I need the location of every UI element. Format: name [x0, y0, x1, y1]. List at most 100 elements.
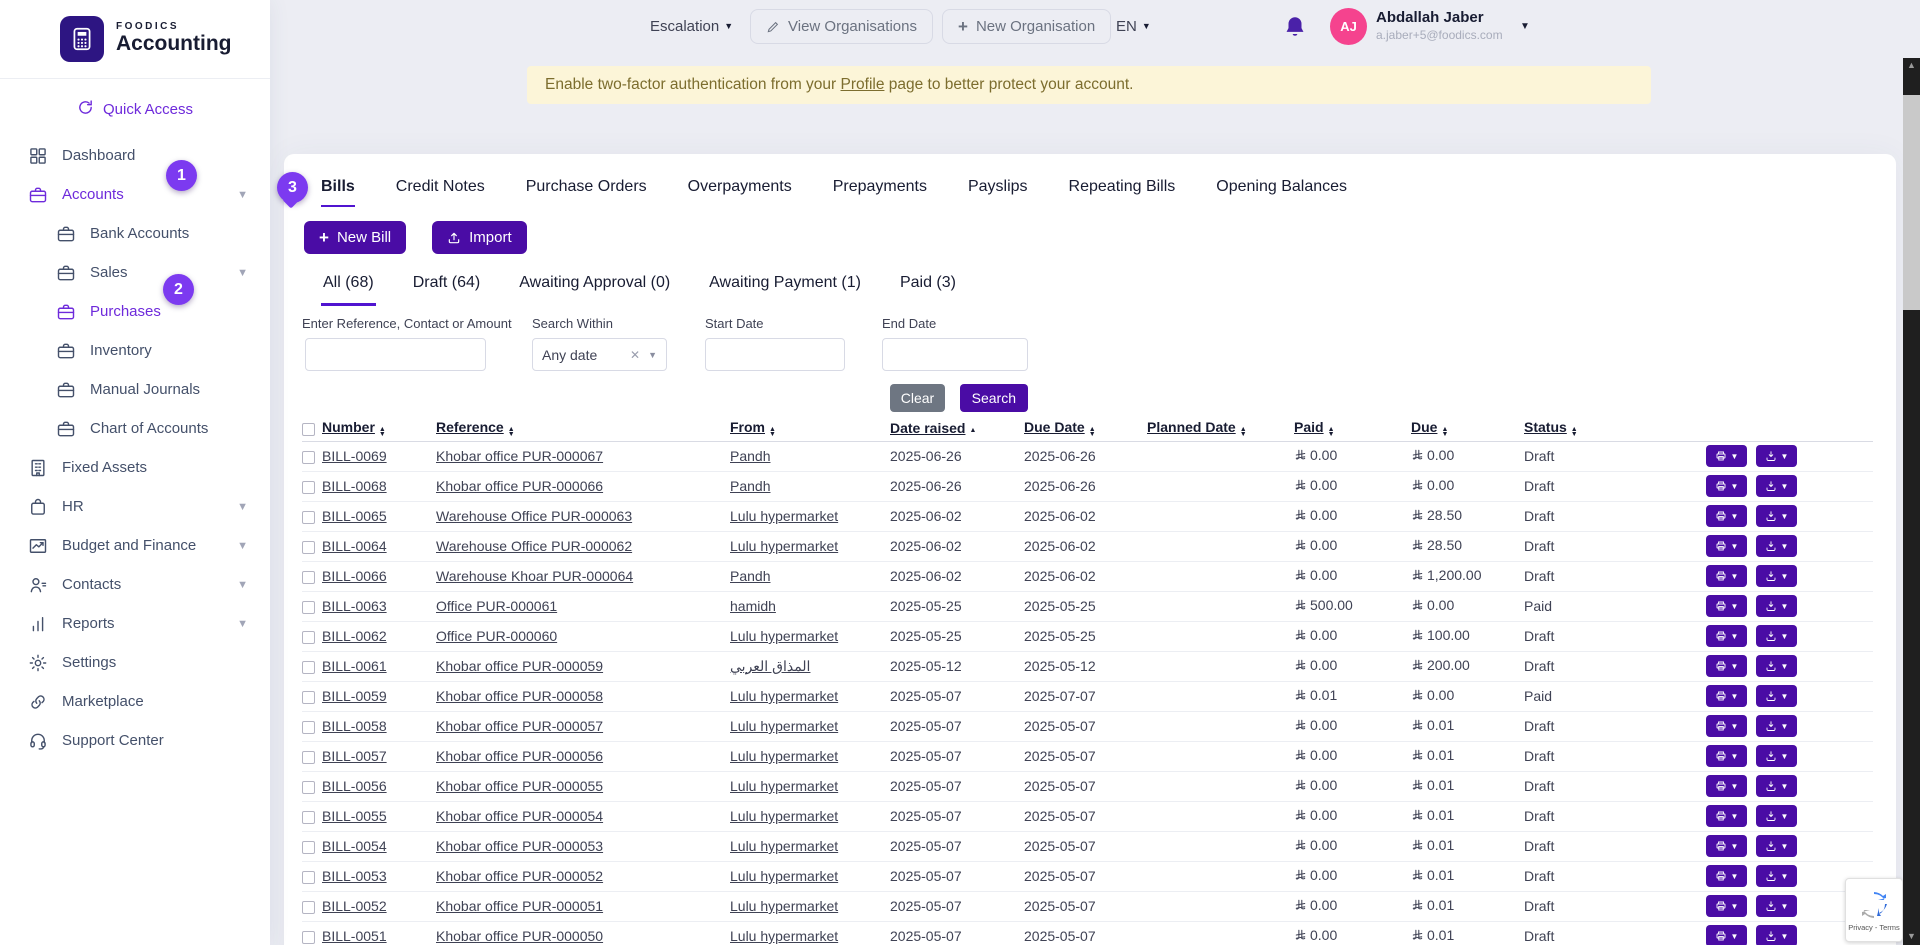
tab-prepayments[interactable]: Prepayments — [832, 178, 927, 195]
row-checkbox[interactable] — [302, 780, 315, 794]
row-checkbox[interactable] — [302, 900, 315, 914]
download-button[interactable]: ▼ — [1756, 565, 1797, 587]
sidebar-item-chart-of-accounts[interactable]: Chart of Accounts — [0, 409, 270, 448]
bill-number-link[interactable]: BILL-0068 — [322, 478, 387, 494]
sidebar-item-contacts[interactable]: Contacts ▼ — [0, 565, 270, 604]
from-contact-link[interactable]: Lulu hypermarket — [730, 688, 839, 704]
reference-link[interactable]: Khobar office PUR-000056 — [436, 748, 604, 764]
from-contact-link[interactable]: Lulu hypermarket — [730, 748, 839, 764]
reference-link[interactable]: Khobar office PUR-000057 — [436, 718, 604, 734]
subtab-awaiting-approval-0[interactable]: Awaiting Approval (0) — [519, 274, 671, 291]
print-button[interactable]: ▼ — [1706, 595, 1747, 617]
print-button[interactable]: ▼ — [1706, 745, 1747, 767]
row-checkbox[interactable] — [302, 450, 315, 464]
bill-number-link[interactable]: BILL-0052 — [322, 898, 387, 914]
row-checkbox[interactable] — [302, 510, 315, 524]
print-button[interactable]: ▼ — [1706, 445, 1747, 467]
print-button[interactable]: ▼ — [1706, 535, 1747, 557]
from-contact-link[interactable]: Pandh — [730, 478, 771, 494]
bill-number-link[interactable]: BILL-0055 — [322, 808, 387, 824]
sidebar-item-fixed-assets[interactable]: Fixed Assets — [0, 448, 270, 487]
subtab-paid-3[interactable]: Paid (3) — [899, 274, 956, 291]
tab-payslips[interactable]: Payslips — [967, 178, 1028, 195]
print-button[interactable]: ▼ — [1706, 835, 1747, 857]
quick-access-button[interactable]: Quick Access — [0, 79, 270, 132]
bill-number-link[interactable]: BILL-0057 — [322, 748, 387, 764]
reference-link[interactable]: Office PUR-000060 — [436, 628, 558, 644]
bill-number-link[interactable]: BILL-0056 — [322, 778, 387, 794]
escalation-dropdown[interactable]: Escalation ▼ — [650, 18, 734, 35]
download-button[interactable]: ▼ — [1756, 745, 1797, 767]
from-contact-link[interactable]: Lulu hypermarket — [730, 538, 839, 554]
page-scrollbar[interactable]: ▲ ▼ — [1903, 58, 1920, 945]
reference-link[interactable]: Office PUR-000061 — [436, 598, 558, 614]
reference-link[interactable]: Khobar office PUR-000050 — [436, 928, 604, 944]
row-checkbox[interactable] — [302, 690, 315, 704]
sidebar-item-purchases[interactable]: Purchases — [0, 292, 270, 331]
import-button[interactable]: Import — [432, 221, 527, 254]
row-checkbox[interactable] — [302, 480, 315, 494]
new-bill-button[interactable]: + New Bill — [304, 221, 407, 254]
tab-overpayments[interactable]: Overpayments — [687, 178, 792, 195]
bill-number-link[interactable]: BILL-0061 — [322, 658, 387, 674]
reference-link[interactable]: Khobar office PUR-000058 — [436, 688, 604, 704]
download-button[interactable]: ▼ — [1756, 625, 1797, 647]
notifications-bell-icon[interactable] — [1282, 14, 1308, 40]
download-button[interactable]: ▼ — [1756, 595, 1797, 617]
bill-number-link[interactable]: BILL-0066 — [322, 568, 387, 584]
print-button[interactable]: ▼ — [1706, 775, 1747, 797]
row-checkbox[interactable] — [302, 600, 315, 614]
recaptcha-badge[interactable]: Privacy - Terms — [1845, 878, 1903, 942]
from-contact-link[interactable]: hamidh — [730, 598, 776, 614]
from-contact-link[interactable]: Lulu hypermarket — [730, 868, 839, 884]
bill-number-link[interactable]: BILL-0069 — [322, 448, 387, 464]
reference-link[interactable]: Khobar office PUR-000055 — [436, 778, 604, 794]
bill-number-link[interactable]: BILL-0064 — [322, 538, 387, 554]
sidebar-item-support-center[interactable]: Support Center — [0, 721, 270, 760]
column-header-number[interactable]: Number ▲ ▼ — [322, 416, 436, 442]
reference-link[interactable]: Khobar office PUR-000054 — [436, 808, 604, 824]
sidebar-item-bank-accounts[interactable]: Bank Accounts — [0, 214, 270, 253]
clear-button[interactable]: Clear — [889, 384, 946, 412]
column-header-planned-date[interactable]: Planned Date ▲ ▼ — [1147, 416, 1294, 442]
subtab-awaiting-payment-1[interactable]: Awaiting Payment (1) — [709, 274, 861, 291]
download-button[interactable]: ▼ — [1756, 505, 1797, 527]
from-contact-link[interactable]: Lulu hypermarket — [730, 718, 839, 734]
reference-link[interactable]: Khobar office PUR-000053 — [436, 838, 604, 854]
download-button[interactable]: ▼ — [1756, 685, 1797, 707]
clear-selection-icon[interactable]: ✕ — [630, 347, 641, 362]
row-checkbox[interactable] — [302, 840, 315, 854]
row-checkbox[interactable] — [302, 570, 315, 584]
view-organisations-button[interactable]: View Organisations — [750, 9, 933, 44]
user-menu-caret-icon[interactable]: ▼ — [1520, 21, 1530, 32]
from-contact-link[interactable]: Lulu hypermarket — [730, 508, 839, 524]
download-button[interactable]: ▼ — [1756, 865, 1797, 887]
profile-link[interactable]: Profile — [840, 76, 885, 93]
from-contact-link[interactable]: Lulu hypermarket — [730, 808, 839, 824]
from-contact-link[interactable]: Pandh — [730, 568, 771, 584]
tab-opening-balances[interactable]: Opening Balances — [1216, 178, 1348, 195]
from-contact-link[interactable]: Lulu hypermarket — [730, 628, 839, 644]
tab-purchase-orders[interactable]: Purchase Orders — [525, 178, 647, 195]
column-header-paid[interactable]: Paid ▲ ▼ — [1294, 416, 1411, 442]
column-header-reference[interactable]: Reference ▲ ▼ — [436, 416, 730, 442]
user-menu[interactable]: Abdallah Jaber a.jaber+5@foodics.com — [1376, 9, 1503, 42]
from-contact-link[interactable]: Lulu hypermarket — [730, 778, 839, 794]
from-contact-link[interactable]: Lulu hypermarket — [730, 898, 839, 914]
sidebar-item-accounts[interactable]: Accounts ▼ — [0, 175, 270, 214]
column-header-due[interactable]: Due ▲ ▼ — [1411, 416, 1524, 442]
end-date-input[interactable] — [882, 338, 1028, 371]
start-date-input[interactable] — [705, 338, 845, 371]
bill-number-link[interactable]: BILL-0063 — [322, 598, 387, 614]
sidebar-item-inventory[interactable]: Inventory — [0, 331, 270, 370]
row-checkbox[interactable] — [302, 930, 315, 944]
reference-link[interactable]: Warehouse Office PUR-000062 — [436, 538, 633, 554]
download-button[interactable]: ▼ — [1756, 535, 1797, 557]
from-contact-link[interactable]: المذاق العربي — [730, 657, 811, 674]
user-avatar[interactable]: AJ — [1330, 8, 1367, 45]
row-checkbox[interactable] — [302, 720, 315, 734]
bill-number-link[interactable]: BILL-0054 — [322, 838, 387, 854]
from-contact-link[interactable]: Lulu hypermarket — [730, 838, 839, 854]
sidebar-item-sales[interactable]: Sales ▼ — [0, 253, 270, 292]
select-all-checkbox[interactable] — [302, 423, 315, 437]
